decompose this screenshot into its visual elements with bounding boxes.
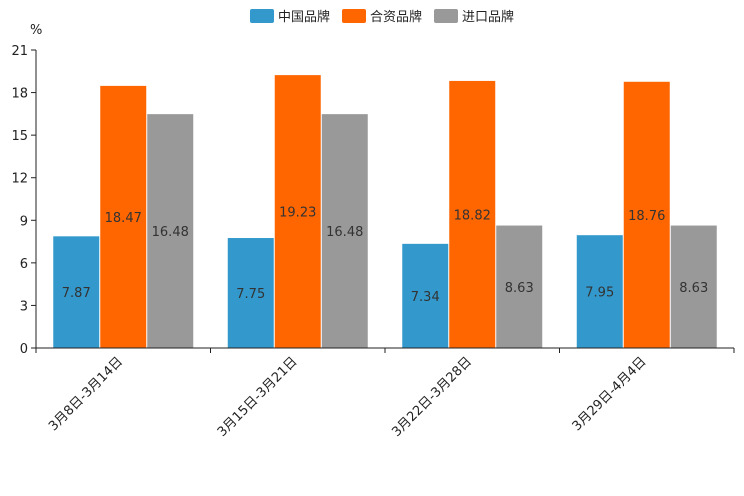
bar-3-2 [321, 114, 368, 348]
data-label: 7.75 [236, 287, 265, 302]
y-tick-label: 18 [11, 87, 28, 102]
legend-swatch [342, 9, 366, 23]
legend-swatch [250, 9, 274, 23]
legend-swatch [434, 9, 458, 23]
y-tick-label: 12 [11, 172, 28, 187]
data-label: 18.76 [628, 209, 665, 224]
data-label: 7.87 [62, 286, 91, 301]
data-label: 16.48 [152, 225, 189, 240]
bar-2-1 [100, 85, 147, 348]
data-label: 18.82 [454, 208, 491, 223]
bar-1-4 [576, 235, 623, 348]
y-axis-unit-label: % [30, 23, 42, 38]
legend: 中国品牌 合资品牌 进口品牌 [250, 9, 514, 25]
y-tick-label: 3 [20, 299, 28, 314]
data-label: 16.48 [326, 225, 363, 240]
x-tick-label: 3月8日-3月14日 [46, 354, 126, 434]
x-tick-label: 3月22日-3月28日 [389, 354, 475, 440]
y-axis: 0 3 6 9 12 15 18 21 [11, 44, 37, 357]
legend-label: 中国品牌 [278, 9, 330, 25]
bar-2-3 [449, 80, 496, 348]
bar-1-1 [53, 236, 100, 348]
bar-2-4 [623, 81, 670, 348]
data-label: 18.47 [105, 211, 142, 226]
bar-1-3 [402, 243, 449, 348]
y-tick-label: 0 [20, 342, 28, 357]
x-tick-label: 3月29日-4月4日 [570, 354, 650, 434]
bar-3-4 [670, 225, 717, 348]
data-label: 8.63 [505, 281, 534, 296]
x-axis: 3月8日-3月14日 3月15日-3月21日 3月22日-3月28日 3月29日-4月… [35, 347, 735, 440]
legend-label: 合资品牌 [370, 9, 422, 25]
data-label: 19.23 [279, 206, 316, 221]
bars [53, 75, 717, 349]
y-tick-label: 9 [20, 214, 28, 229]
bar-3-1 [147, 114, 194, 348]
y-tick-label: 6 [20, 257, 28, 272]
bar-3-3 [496, 225, 543, 348]
bar-2-2 [274, 75, 321, 349]
data-label: 8.63 [679, 281, 708, 296]
data-label: 7.95 [585, 286, 614, 301]
y-tick-label: 21 [11, 44, 28, 59]
data-label: 7.34 [411, 290, 440, 305]
bar-1-2 [227, 238, 274, 348]
x-tick-label: 3月15日-3月21日 [215, 354, 301, 440]
legend-label: 进口品牌 [462, 9, 514, 25]
data-labels: 7.87 18.47 16.48 7.75 19.23 16.48 7.34 18.82 8.6… [62, 206, 708, 305]
y-tick-label: 15 [11, 129, 28, 144]
